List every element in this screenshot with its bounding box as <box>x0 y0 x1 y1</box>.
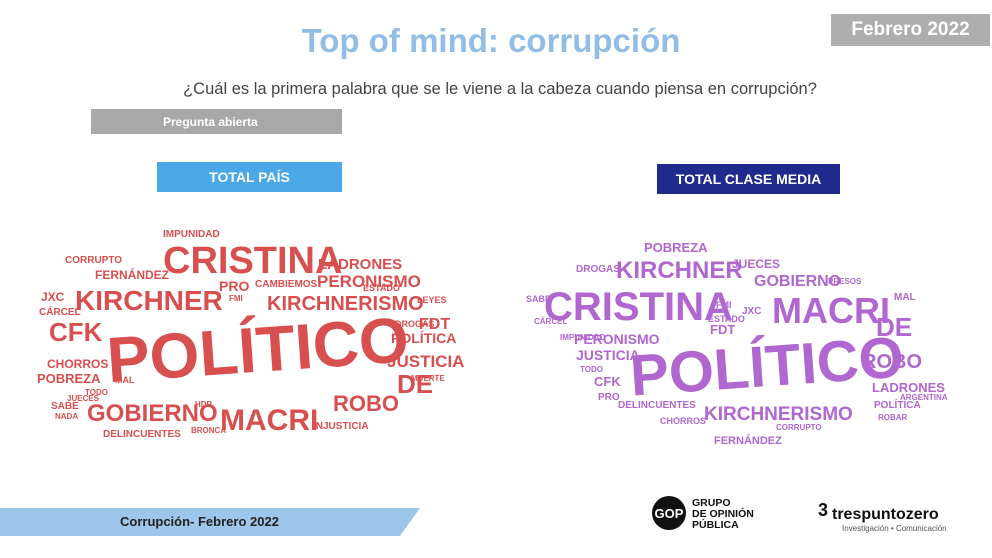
cloud-word: JXC <box>41 290 65 304</box>
page-title: Top of mind: corrupción <box>301 22 681 59</box>
cloud-word: MACRI <box>220 404 318 437</box>
cloud-word: FDT <box>419 316 450 333</box>
cloud-word: MUERTE <box>411 374 445 383</box>
trespuntozero-wordmark: trespuntozero <box>832 506 939 523</box>
cloud-word: FERNÁNDEZ <box>714 434 782 447</box>
cloud-word: CRISTINA <box>163 240 342 282</box>
cloud-word: KIRCHNER <box>616 257 743 284</box>
gop-logo-icon: GOP <box>652 496 686 530</box>
cloud-word: INJUSTICIA <box>313 421 369 432</box>
cloud-word: DELINCUENTES <box>618 400 696 411</box>
cloud-word: FMI <box>716 300 732 310</box>
cloud-word: KIRCHNERISMO <box>267 293 424 315</box>
cloud-word: TODO <box>85 388 108 397</box>
wordcloud-total-pais: POLÍTICO CRISTINA KIRCHNER MACRI GOBIERN… <box>15 205 465 450</box>
cloud-word: PRESOS <box>828 277 862 286</box>
cloud-word: JUECES <box>67 394 100 403</box>
cloud-word: TODO <box>580 365 603 374</box>
cloud-word: POBREZA <box>37 371 101 386</box>
gop-line: DE OPINIÓN <box>692 508 754 520</box>
cloud-word: ROBAR <box>878 413 908 422</box>
cloud-word: DROGAS <box>576 264 620 275</box>
trespuntozero-tagline: Investigación • Comunicación <box>842 524 947 533</box>
cloud-word: CORRUPTO <box>65 255 122 266</box>
cloud-word: JXC <box>742 306 761 317</box>
cloud-word: PERONISMO <box>574 331 660 347</box>
open-question-tag: Pregunta abierta <box>91 109 342 134</box>
date-badge: Febrero 2022 <box>831 14 990 46</box>
cloud-word: PRO <box>219 278 249 294</box>
gop-wordmark: GRUPO DE OPINIÓN PÚBLICA <box>692 498 754 531</box>
cloud-word: SABE <box>51 401 79 412</box>
cloud-word: IMPUNIDAD <box>560 333 606 342</box>
cloud-word: CHORROS <box>47 357 108 371</box>
cloud-word: JUSTICIA <box>576 347 640 363</box>
cloud-word: DE <box>876 312 912 342</box>
footer-text: Corrupción- Febrero 2022 <box>120 514 279 529</box>
cloud-word: LEYES <box>417 295 447 305</box>
cloud-word: CAMBIEMOS <box>255 279 318 290</box>
cloud-word: KIRCHNERISMO <box>704 404 853 425</box>
cloud-word: FERNÁNDEZ <box>95 267 169 282</box>
cloud-word: DROGAS <box>395 319 435 329</box>
cloud-word: DE <box>397 369 433 399</box>
cloud-word: SABE <box>526 294 551 304</box>
gop-line: GRUPO <box>692 497 731 509</box>
cloud-word: CÁRCEL <box>534 317 567 326</box>
cloud-word: ROBO <box>333 391 399 416</box>
cloud-word: POLÍTICO <box>105 303 412 396</box>
cloud-word: PRO <box>598 392 620 403</box>
cloud-word: NADA <box>55 412 78 421</box>
cloud-word: KIRCHNER <box>75 285 223 316</box>
gop-line: PÚBLICA <box>692 519 739 531</box>
footer-bar <box>0 508 420 536</box>
cloud-word: CÁRCEL <box>39 305 81 318</box>
cloud-word: ESTADO <box>708 314 745 324</box>
cloud-word: JUSTICIA <box>387 352 464 371</box>
cloud-word: CHORROS <box>660 416 706 426</box>
cloud-word: FDT <box>710 322 735 337</box>
cloud-word: ESTADO <box>363 283 400 293</box>
cloud-word: ROBO <box>862 351 922 373</box>
cloud-word: BRONCA <box>191 426 226 435</box>
cloud-word: MAL <box>115 375 135 385</box>
cloud-word: LADRONES <box>872 380 945 395</box>
cloud-word: CFK <box>49 317 103 347</box>
cloud-word: MAL <box>894 292 916 303</box>
cloud-word: FMI <box>229 294 243 303</box>
trespuntozero-logo-icon: 3 <box>818 500 829 520</box>
cloud-word: POLÍTICA <box>391 330 456 346</box>
cloud-word: GOBIERNO <box>87 400 218 427</box>
cloud-word: DELINCUENTES <box>103 429 181 440</box>
cloud-word: IMPUNIDAD <box>163 229 220 240</box>
survey-question: ¿Cuál es la primera palabra que se le vi… <box>183 80 817 98</box>
label-total-pais: TOTAL PAÍS <box>157 162 342 192</box>
cloud-word: MACRI <box>772 290 890 331</box>
cloud-word: GOBIERNO <box>754 273 841 290</box>
cloud-word: POLÍTICA <box>874 398 921 411</box>
cloud-word: POBREZA <box>644 240 708 255</box>
cloud-word: PERONISMO <box>317 272 421 291</box>
cloud-word: JUECES <box>732 257 780 271</box>
cloud-word: HDP <box>195 400 213 409</box>
cloud-word: ARGENTINA <box>900 393 948 402</box>
wordcloud-total-clase-media: POLÍTICO CRISTINA MACRI KIRCHNER KIRCHNE… <box>510 228 950 463</box>
cloud-word: CRISTINA <box>544 285 733 329</box>
label-total-clase-media: TOTAL CLASE MEDIA <box>657 164 840 194</box>
cloud-word: CFK <box>594 374 621 389</box>
cloud-word: LADRONES <box>318 256 402 273</box>
cloud-word: CORRUPTO <box>776 423 822 432</box>
